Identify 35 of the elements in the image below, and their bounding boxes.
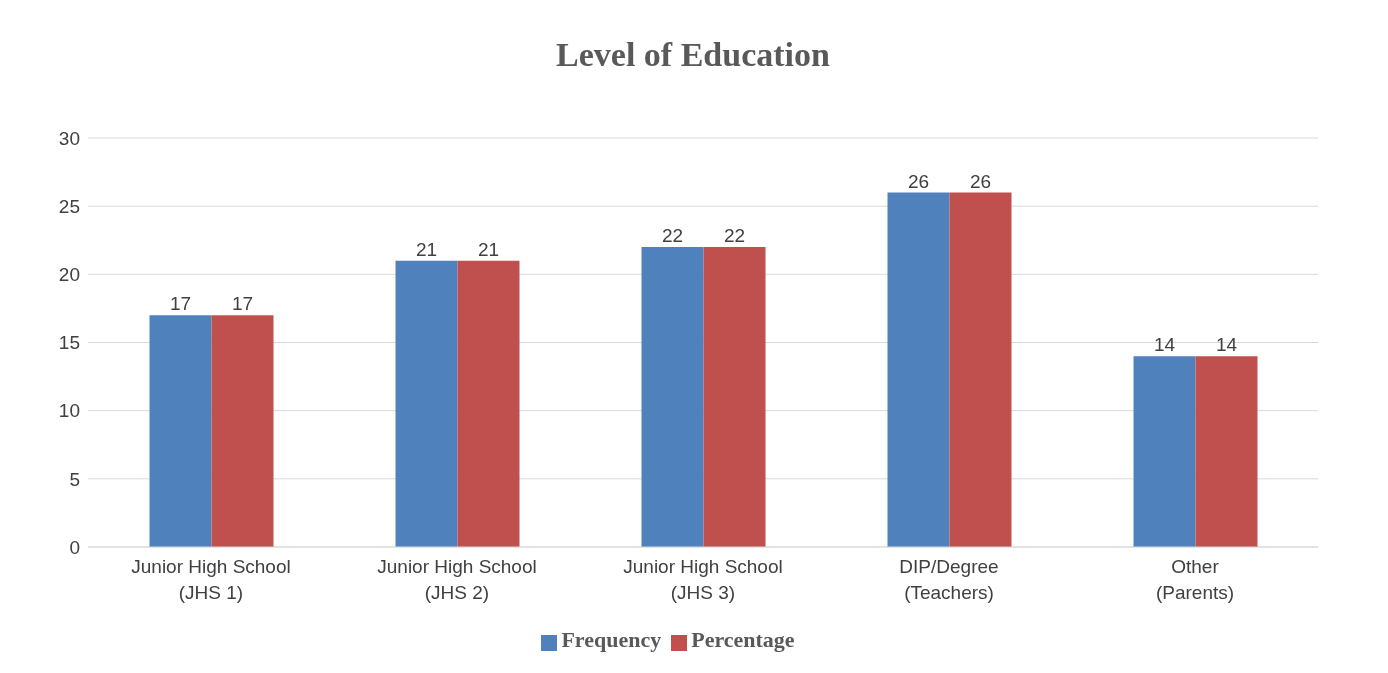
y-tick-label: 30	[58, 127, 80, 149]
chart-title: Level of Education	[555, 35, 831, 75]
bar	[1195, 356, 1258, 547]
bar	[211, 315, 274, 547]
data-label: 17	[169, 293, 192, 315]
bar	[887, 192, 950, 547]
bar	[457, 260, 520, 547]
data-label: 22	[723, 225, 746, 247]
y-tick-label: 25	[58, 195, 80, 217]
data-label: 14	[1215, 334, 1238, 356]
legend-label: Percentage	[691, 627, 795, 652]
x-tick-label: Junior High School (JHS 2)	[377, 556, 537, 603]
y-tick-label: 20	[58, 264, 80, 286]
bar	[1133, 356, 1196, 547]
data-label: 26	[969, 170, 992, 192]
bar	[149, 315, 212, 547]
legend-label: Frequency	[561, 627, 662, 652]
y-tick-label: 15	[58, 332, 80, 354]
y-tick-label: 10	[58, 400, 80, 422]
bar	[949, 192, 1012, 547]
x-tick-label: DIP/Degree (Teachers)	[899, 556, 999, 603]
bar	[395, 260, 458, 547]
data-label: 22	[661, 225, 684, 247]
x-tick-label: Other (Parents)	[1155, 556, 1235, 603]
bar	[641, 247, 704, 547]
data-label: 14	[1153, 334, 1176, 356]
x-tick-label: Junior High School (JHS 1)	[131, 556, 291, 603]
data-label: 21	[477, 238, 500, 260]
data-label: 26	[907, 170, 930, 192]
bar	[703, 247, 766, 547]
y-tick-label: 0	[69, 536, 80, 558]
data-label: 21	[415, 238, 438, 260]
data-label: 17	[231, 293, 254, 315]
y-tick-label: 5	[69, 468, 80, 490]
x-tick-label: Junior High School (JHS 3)	[623, 556, 783, 603]
